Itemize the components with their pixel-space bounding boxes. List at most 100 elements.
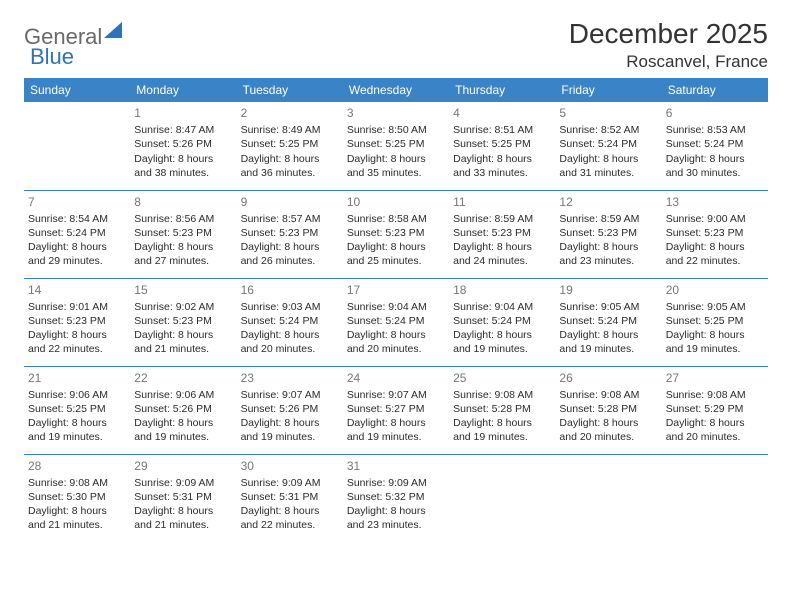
daylight-text: Daylight: 8 hours and 26 minutes. <box>241 240 339 268</box>
calendar-day-cell <box>662 454 768 542</box>
sunset-text: Sunset: 5:24 PM <box>241 314 339 328</box>
calendar-day-cell: 17Sunrise: 9:04 AMSunset: 5:24 PMDayligh… <box>343 278 449 366</box>
day-number: 21 <box>28 370 126 386</box>
day-number: 20 <box>666 282 764 298</box>
day-number: 2 <box>241 105 339 121</box>
sunrise-text: Sunrise: 9:01 AM <box>28 300 126 314</box>
day-number: 28 <box>28 458 126 474</box>
weekday-header: Sunday <box>24 78 130 102</box>
sunset-text: Sunset: 5:24 PM <box>347 314 445 328</box>
month-title: December 2025 <box>569 18 768 50</box>
calendar-day-cell <box>555 454 661 542</box>
day-number: 29 <box>134 458 232 474</box>
daylight-text: Daylight: 8 hours and 21 minutes. <box>134 504 232 532</box>
calendar-day-cell: 11Sunrise: 8:59 AMSunset: 5:23 PMDayligh… <box>449 190 555 278</box>
weekday-header: Friday <box>555 78 661 102</box>
calendar-day-cell: 12Sunrise: 8:59 AMSunset: 5:23 PMDayligh… <box>555 190 661 278</box>
daylight-text: Daylight: 8 hours and 19 minutes. <box>241 416 339 444</box>
calendar-day-cell: 25Sunrise: 9:08 AMSunset: 5:28 PMDayligh… <box>449 366 555 454</box>
daylight-text: Daylight: 8 hours and 20 minutes. <box>666 416 764 444</box>
sunset-text: Sunset: 5:23 PM <box>666 226 764 240</box>
header: General December 2025 Roscanvel, France <box>24 18 768 72</box>
sunset-text: Sunset: 5:25 PM <box>453 137 551 151</box>
daylight-text: Daylight: 8 hours and 19 minutes. <box>134 416 232 444</box>
day-number: 31 <box>347 458 445 474</box>
sunrise-text: Sunrise: 9:09 AM <box>347 476 445 490</box>
weekday-header: Saturday <box>662 78 768 102</box>
daylight-text: Daylight: 8 hours and 22 minutes. <box>28 328 126 356</box>
logo-sail-icon <box>104 18 122 44</box>
calendar-day-cell: 5Sunrise: 8:52 AMSunset: 5:24 PMDaylight… <box>555 102 661 190</box>
calendar-day-cell: 6Sunrise: 8:53 AMSunset: 5:24 PMDaylight… <box>662 102 768 190</box>
calendar-day-cell: 3 Sunrise: 8:50 AMSunset: 5:25 PMDaylight… <box>343 102 449 190</box>
daylight-text: Daylight: 8 hours and 20 minutes. <box>241 328 339 356</box>
weekday-header: Tuesday <box>237 78 343 102</box>
day-number: 19 <box>559 282 657 298</box>
sunset-text: Sunset: 5:23 PM <box>453 226 551 240</box>
daylight-text: Daylight: 8 hours and 22 minutes. <box>241 504 339 532</box>
sunrise-text: Sunrise: 8:53 AM <box>666 123 764 137</box>
daylight-text: Daylight: 8 hours and 19 minutes. <box>453 416 551 444</box>
daylight-text: Daylight: 8 hours and 29 minutes. <box>28 240 126 268</box>
sunrise-text: Sunrise: 9:08 AM <box>28 476 126 490</box>
daylight-text: Daylight: 8 hours and 36 minutes. <box>241 152 339 180</box>
sunset-text: Sunset: 5:28 PM <box>559 402 657 416</box>
sunset-text: Sunset: 5:23 PM <box>559 226 657 240</box>
day-number: 24 <box>347 370 445 386</box>
sunrise-text: Sunrise: 8:50 AM <box>347 123 445 137</box>
weekday-header: Monday <box>130 78 236 102</box>
location: Roscanvel, France <box>569 52 768 72</box>
day-number: 14 <box>28 282 126 298</box>
sunrise-text: Sunrise: 9:06 AM <box>28 388 126 402</box>
calendar-body: 1Sunrise: 8:47 AMSunset: 5:26 PMDaylight… <box>24 102 768 542</box>
daylight-text: Daylight: 8 hours and 22 minutes. <box>666 240 764 268</box>
calendar-day-cell: 27Sunrise: 9:08 AMSunset: 5:29 PMDayligh… <box>662 366 768 454</box>
sunset-text: Sunset: 5:25 PM <box>347 137 445 151</box>
sunset-text: Sunset: 5:23 PM <box>241 226 339 240</box>
sunrise-text: Sunrise: 9:06 AM <box>134 388 232 402</box>
sunset-text: Sunset: 5:25 PM <box>241 137 339 151</box>
sunrise-text: Sunrise: 9:05 AM <box>559 300 657 314</box>
sunset-text: Sunset: 5:23 PM <box>347 226 445 240</box>
day-number: 26 <box>559 370 657 386</box>
day-number: 11 <box>453 194 551 210</box>
sunset-text: Sunset: 5:24 PM <box>28 226 126 240</box>
calendar-day-cell: 9Sunrise: 8:57 AMSunset: 5:23 PMDaylight… <box>237 190 343 278</box>
calendar-day-cell: 1Sunrise: 8:47 AMSunset: 5:26 PMDaylight… <box>130 102 236 190</box>
sunrise-text: Sunrise: 8:52 AM <box>559 123 657 137</box>
sunset-text: Sunset: 5:24 PM <box>453 314 551 328</box>
day-number: 3 <box>347 105 445 121</box>
daylight-text: Daylight: 8 hours and 19 minutes. <box>28 416 126 444</box>
sunset-text: Sunset: 5:26 PM <box>241 402 339 416</box>
sunrise-text: Sunrise: 9:09 AM <box>241 476 339 490</box>
sunset-text: Sunset: 5:29 PM <box>666 402 764 416</box>
daylight-text: Daylight: 8 hours and 35 minutes. <box>347 152 445 180</box>
daylight-text: Daylight: 8 hours and 24 minutes. <box>453 240 551 268</box>
day-number: 4 <box>453 105 551 121</box>
sunrise-text: Sunrise: 8:51 AM <box>453 123 551 137</box>
calendar-week-row: 14Sunrise: 9:01 AMSunset: 5:23 PMDayligh… <box>24 278 768 366</box>
sunset-text: Sunset: 5:28 PM <box>453 402 551 416</box>
sunrise-text: Sunrise: 9:08 AM <box>559 388 657 402</box>
calendar-day-cell: 13Sunrise: 9:00 AMSunset: 5:23 PMDayligh… <box>662 190 768 278</box>
sunset-text: Sunset: 5:23 PM <box>28 314 126 328</box>
sunrise-text: Sunrise: 9:07 AM <box>347 388 445 402</box>
day-number: 9 <box>241 194 339 210</box>
sunrise-text: Sunrise: 9:03 AM <box>241 300 339 314</box>
daylight-text: Daylight: 8 hours and 19 minutes. <box>347 416 445 444</box>
daylight-text: Daylight: 8 hours and 20 minutes. <box>347 328 445 356</box>
calendar-table: Sunday Monday Tuesday Wednesday Thursday… <box>24 78 768 542</box>
sunset-text: Sunset: 5:23 PM <box>134 314 232 328</box>
calendar-day-cell: 21Sunrise: 9:06 AMSunset: 5:25 PMDayligh… <box>24 366 130 454</box>
daylight-text: Daylight: 8 hours and 23 minutes. <box>559 240 657 268</box>
day-number: 5 <box>559 105 657 121</box>
calendar-day-cell: 19Sunrise: 9:05 AMSunset: 5:24 PMDayligh… <box>555 278 661 366</box>
sunset-text: Sunset: 5:32 PM <box>347 490 445 504</box>
sunrise-text: Sunrise: 9:00 AM <box>666 212 764 226</box>
sunset-text: Sunset: 5:24 PM <box>666 137 764 151</box>
daylight-text: Daylight: 8 hours and 30 minutes. <box>666 152 764 180</box>
daylight-text: Daylight: 8 hours and 21 minutes. <box>134 328 232 356</box>
calendar-day-cell: 24Sunrise: 9:07 AMSunset: 5:27 PMDayligh… <box>343 366 449 454</box>
day-number: 7 <box>28 194 126 210</box>
calendar-week-row: 21Sunrise: 9:06 AMSunset: 5:25 PMDayligh… <box>24 366 768 454</box>
